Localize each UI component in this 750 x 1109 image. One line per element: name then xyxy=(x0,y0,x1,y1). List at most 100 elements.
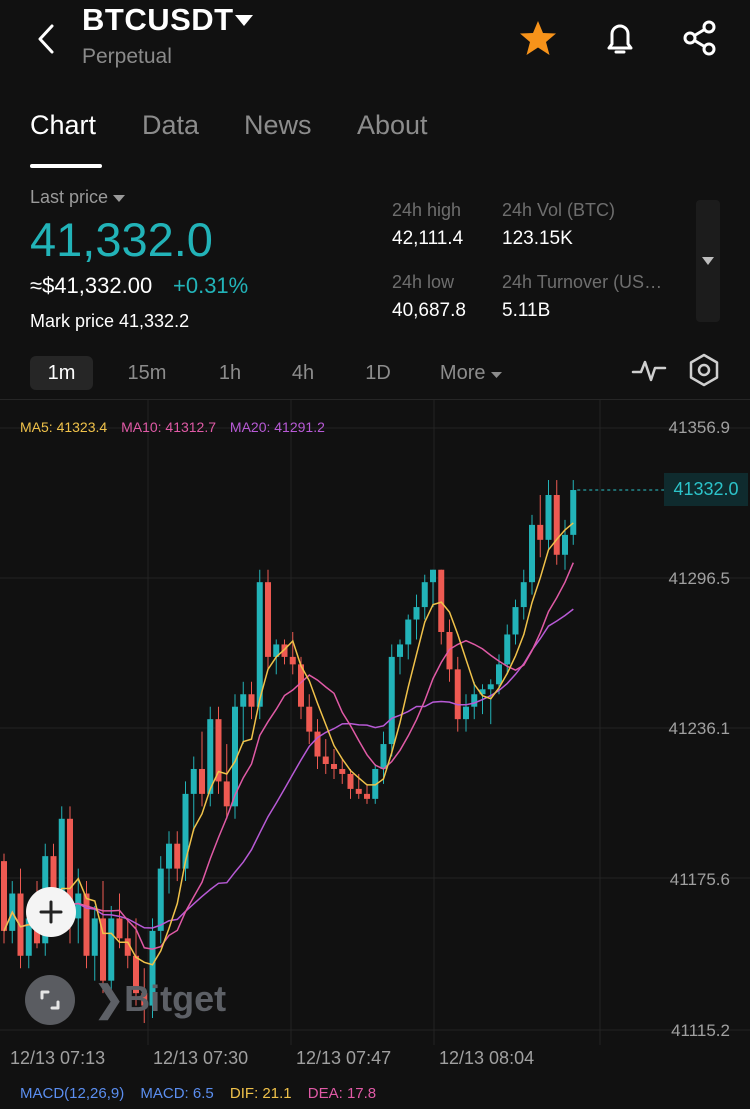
contract-type: Perpetual xyxy=(82,45,172,68)
candle xyxy=(562,534,568,555)
bitget-watermark: ❯Bitget xyxy=(94,978,227,1019)
candle xyxy=(182,793,189,869)
tab-news[interactable]: News xyxy=(244,110,312,140)
favorite-button[interactable] xyxy=(518,18,558,58)
candlestick-chart[interactable] xyxy=(0,400,750,1109)
tab-data[interactable]: Data xyxy=(142,110,200,140)
chart-settings-button[interactable] xyxy=(686,352,722,388)
candle xyxy=(124,938,131,956)
interval-1m[interactable]: 1m xyxy=(30,356,93,390)
ma5-value: MA5: 41323.4 xyxy=(20,419,108,435)
candle xyxy=(479,689,486,695)
hexagon-settings-icon xyxy=(689,353,719,387)
candle xyxy=(75,893,82,919)
candle xyxy=(380,744,387,769)
stat-24h-turnover-label: 24h Turnover (US… xyxy=(502,272,663,292)
candle xyxy=(199,768,205,794)
candle xyxy=(108,918,115,981)
candle xyxy=(174,843,181,869)
interval-1d[interactable]: 1D xyxy=(365,362,391,384)
share-button[interactable] xyxy=(680,18,720,58)
candle xyxy=(157,868,164,931)
candle xyxy=(50,856,57,906)
page-title[interactable]: BTCUSDT xyxy=(82,2,234,37)
candle xyxy=(553,494,560,555)
back-button[interactable] xyxy=(30,22,64,56)
candle xyxy=(215,719,222,782)
candle xyxy=(298,664,304,707)
ma5-line xyxy=(3,522,574,966)
candle xyxy=(405,619,412,645)
ma10-value: MA10: 41312.7 xyxy=(121,419,217,435)
candle xyxy=(355,788,362,794)
watermark-text: Bitget xyxy=(124,978,227,1019)
candle xyxy=(232,706,238,807)
last-price-selector[interactable]: Last price xyxy=(30,187,126,208)
candle xyxy=(388,656,395,745)
macd-legend: MACD(12,26,9) MACD: 6.5 DIF: 21.1 DEA: 1… xyxy=(20,1085,388,1102)
candle xyxy=(504,634,511,665)
candle xyxy=(545,494,552,540)
price-change-percent: +0.31% xyxy=(173,273,249,298)
candle xyxy=(58,818,65,906)
y-tick-label: 41356.9 xyxy=(668,418,730,437)
caret-down-icon xyxy=(491,372,503,378)
candle xyxy=(273,644,280,657)
alert-button[interactable] xyxy=(600,18,640,58)
interval-15m[interactable]: 15m xyxy=(127,362,167,384)
zoom-button[interactable] xyxy=(26,887,76,937)
candle xyxy=(471,694,478,707)
share-icon xyxy=(683,20,716,56)
candle xyxy=(100,918,106,981)
candle xyxy=(190,768,197,794)
y-tick-label: 41175.6 xyxy=(669,870,730,889)
candle xyxy=(67,818,73,919)
candle xyxy=(240,694,247,707)
last-price-usd: ≈$41,332.00 xyxy=(30,273,153,298)
macd-value: MACD: 6.5 xyxy=(140,1085,214,1102)
candle xyxy=(281,644,288,657)
candle xyxy=(256,582,263,707)
caret-down-icon[interactable] xyxy=(234,14,254,33)
stat-24h-high-label: 24h high xyxy=(392,200,462,220)
x-tick-label: 12/13 07:13 xyxy=(10,1048,106,1068)
candle xyxy=(265,582,271,657)
stats-expand-button[interactable] xyxy=(696,200,720,322)
fullscreen-button[interactable] xyxy=(25,975,75,1025)
interval-1h[interactable]: 1h xyxy=(218,362,242,384)
candle xyxy=(289,656,296,665)
tab-chart[interactable]: Chart xyxy=(30,110,97,140)
candle xyxy=(413,607,420,620)
candle xyxy=(454,669,461,720)
ma10-line xyxy=(3,562,574,950)
more-label: More xyxy=(439,362,486,384)
x-tick-label: 12/13 07:30 xyxy=(153,1048,249,1068)
interval-more[interactable]: More xyxy=(430,356,512,390)
mark-price: Mark price 41,332.2 xyxy=(30,311,190,331)
candle xyxy=(25,918,32,956)
interval-4h[interactable]: 4h xyxy=(291,362,315,384)
last-price-label: Last price xyxy=(30,187,109,207)
candle xyxy=(331,763,337,769)
candle xyxy=(223,781,230,807)
candle xyxy=(141,993,148,1006)
bell-icon xyxy=(607,24,633,54)
candle xyxy=(537,524,544,540)
candle xyxy=(430,569,436,583)
y-tick-label: 41296.5 xyxy=(668,569,730,588)
candle xyxy=(17,893,24,956)
candle xyxy=(116,918,123,939)
candle xyxy=(314,731,321,757)
dif-value: DIF: 21.1 xyxy=(229,1085,292,1102)
candle xyxy=(463,706,469,720)
tab-about[interactable]: About xyxy=(357,110,428,140)
candle xyxy=(166,843,172,869)
ma-legend: MA5: 41323.4 MA10: 41312.7 MA20: 41291.2 xyxy=(20,419,335,435)
indicator-button[interactable] xyxy=(631,352,667,388)
candle xyxy=(421,582,428,608)
stat-24h-turnover-value: 5.11B xyxy=(502,300,551,321)
candle xyxy=(1,861,7,931)
chart-divider xyxy=(0,399,750,400)
active-tab-indicator xyxy=(30,164,102,168)
ma20-line xyxy=(3,608,574,932)
